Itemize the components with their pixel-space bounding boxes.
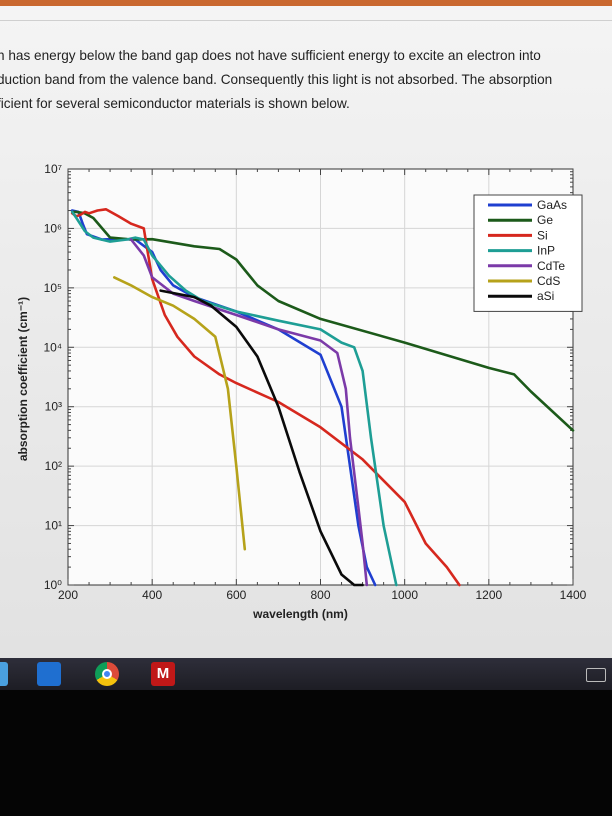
toolbar-divider	[0, 20, 612, 21]
y-tick-label-0: 10⁰	[44, 578, 62, 592]
series-line-cdte	[129, 238, 369, 587]
x-tick-label-200: 200	[58, 588, 78, 602]
legend-label-cds: CdS	[537, 274, 560, 288]
legend-label-ge: Ge	[537, 213, 553, 227]
y-tick-label-5: 10⁵	[44, 281, 62, 295]
chrome-icon[interactable]	[95, 662, 119, 686]
taskbar: M	[0, 658, 612, 690]
legend-label-cdte: CdTe	[537, 259, 565, 273]
x-tick-labels: 200 400 600 800 1000 1200 1400	[58, 588, 587, 602]
x-tick-label-800: 800	[310, 588, 330, 602]
y-tick-label-3: 10³	[45, 400, 62, 414]
x-tick-label-1000: 1000	[391, 588, 418, 602]
legend-box	[473, 194, 583, 312]
x-tick-label-600: 600	[226, 588, 246, 602]
paragraph-line-1: h has energy below the band gap does not…	[0, 48, 541, 63]
store-icon[interactable]	[37, 662, 61, 686]
x-tick-label-1200: 1200	[475, 588, 502, 602]
y-tick-label-1: 10¹	[45, 519, 62, 533]
y-tick-labels: 10⁰ 10¹ 10² 10³ 10⁴ 10⁵ 10⁶ 10⁷	[43, 162, 62, 592]
legend-label-gaas: GaAs	[537, 198, 567, 212]
x-axis-label: wavelength (nm)	[252, 607, 348, 621]
x-tick-label-1400: 1400	[560, 588, 587, 602]
series-line-inp	[70, 210, 398, 587]
mcafee-icon[interactable]: M	[151, 662, 175, 686]
y-tick-label-6: 10⁶	[44, 221, 62, 235]
legend-label-asi: aSi	[537, 289, 554, 303]
y-tick-label-2: 10²	[45, 459, 62, 473]
edge-browser-icon[interactable]	[0, 662, 8, 686]
y-tick-label-4: 10⁴	[43, 340, 62, 354]
series-layer	[70, 207, 575, 587]
y-tick-label-7: 10⁷	[44, 162, 62, 176]
x-tick-label-400: 400	[142, 588, 162, 602]
legend-label-si: Si	[537, 228, 548, 242]
series-line-ge	[70, 210, 575, 432]
top-window-strip	[0, 0, 612, 6]
keyboard-icon[interactable]	[586, 668, 606, 682]
y-axis-label: absorption coefficient (cm⁻¹)	[16, 297, 30, 461]
series-line-cds	[113, 276, 247, 551]
paragraph-text: h has energy below the band gap does not…	[0, 44, 612, 116]
paragraph-line-2: duction band from the valence band. Cons…	[0, 72, 553, 87]
series-line-asi	[159, 289, 364, 587]
monitor-bezel	[0, 690, 612, 816]
legend-label-inp: InP	[537, 244, 555, 258]
paragraph-line-3: ficient for several semiconductor materi…	[0, 96, 350, 111]
